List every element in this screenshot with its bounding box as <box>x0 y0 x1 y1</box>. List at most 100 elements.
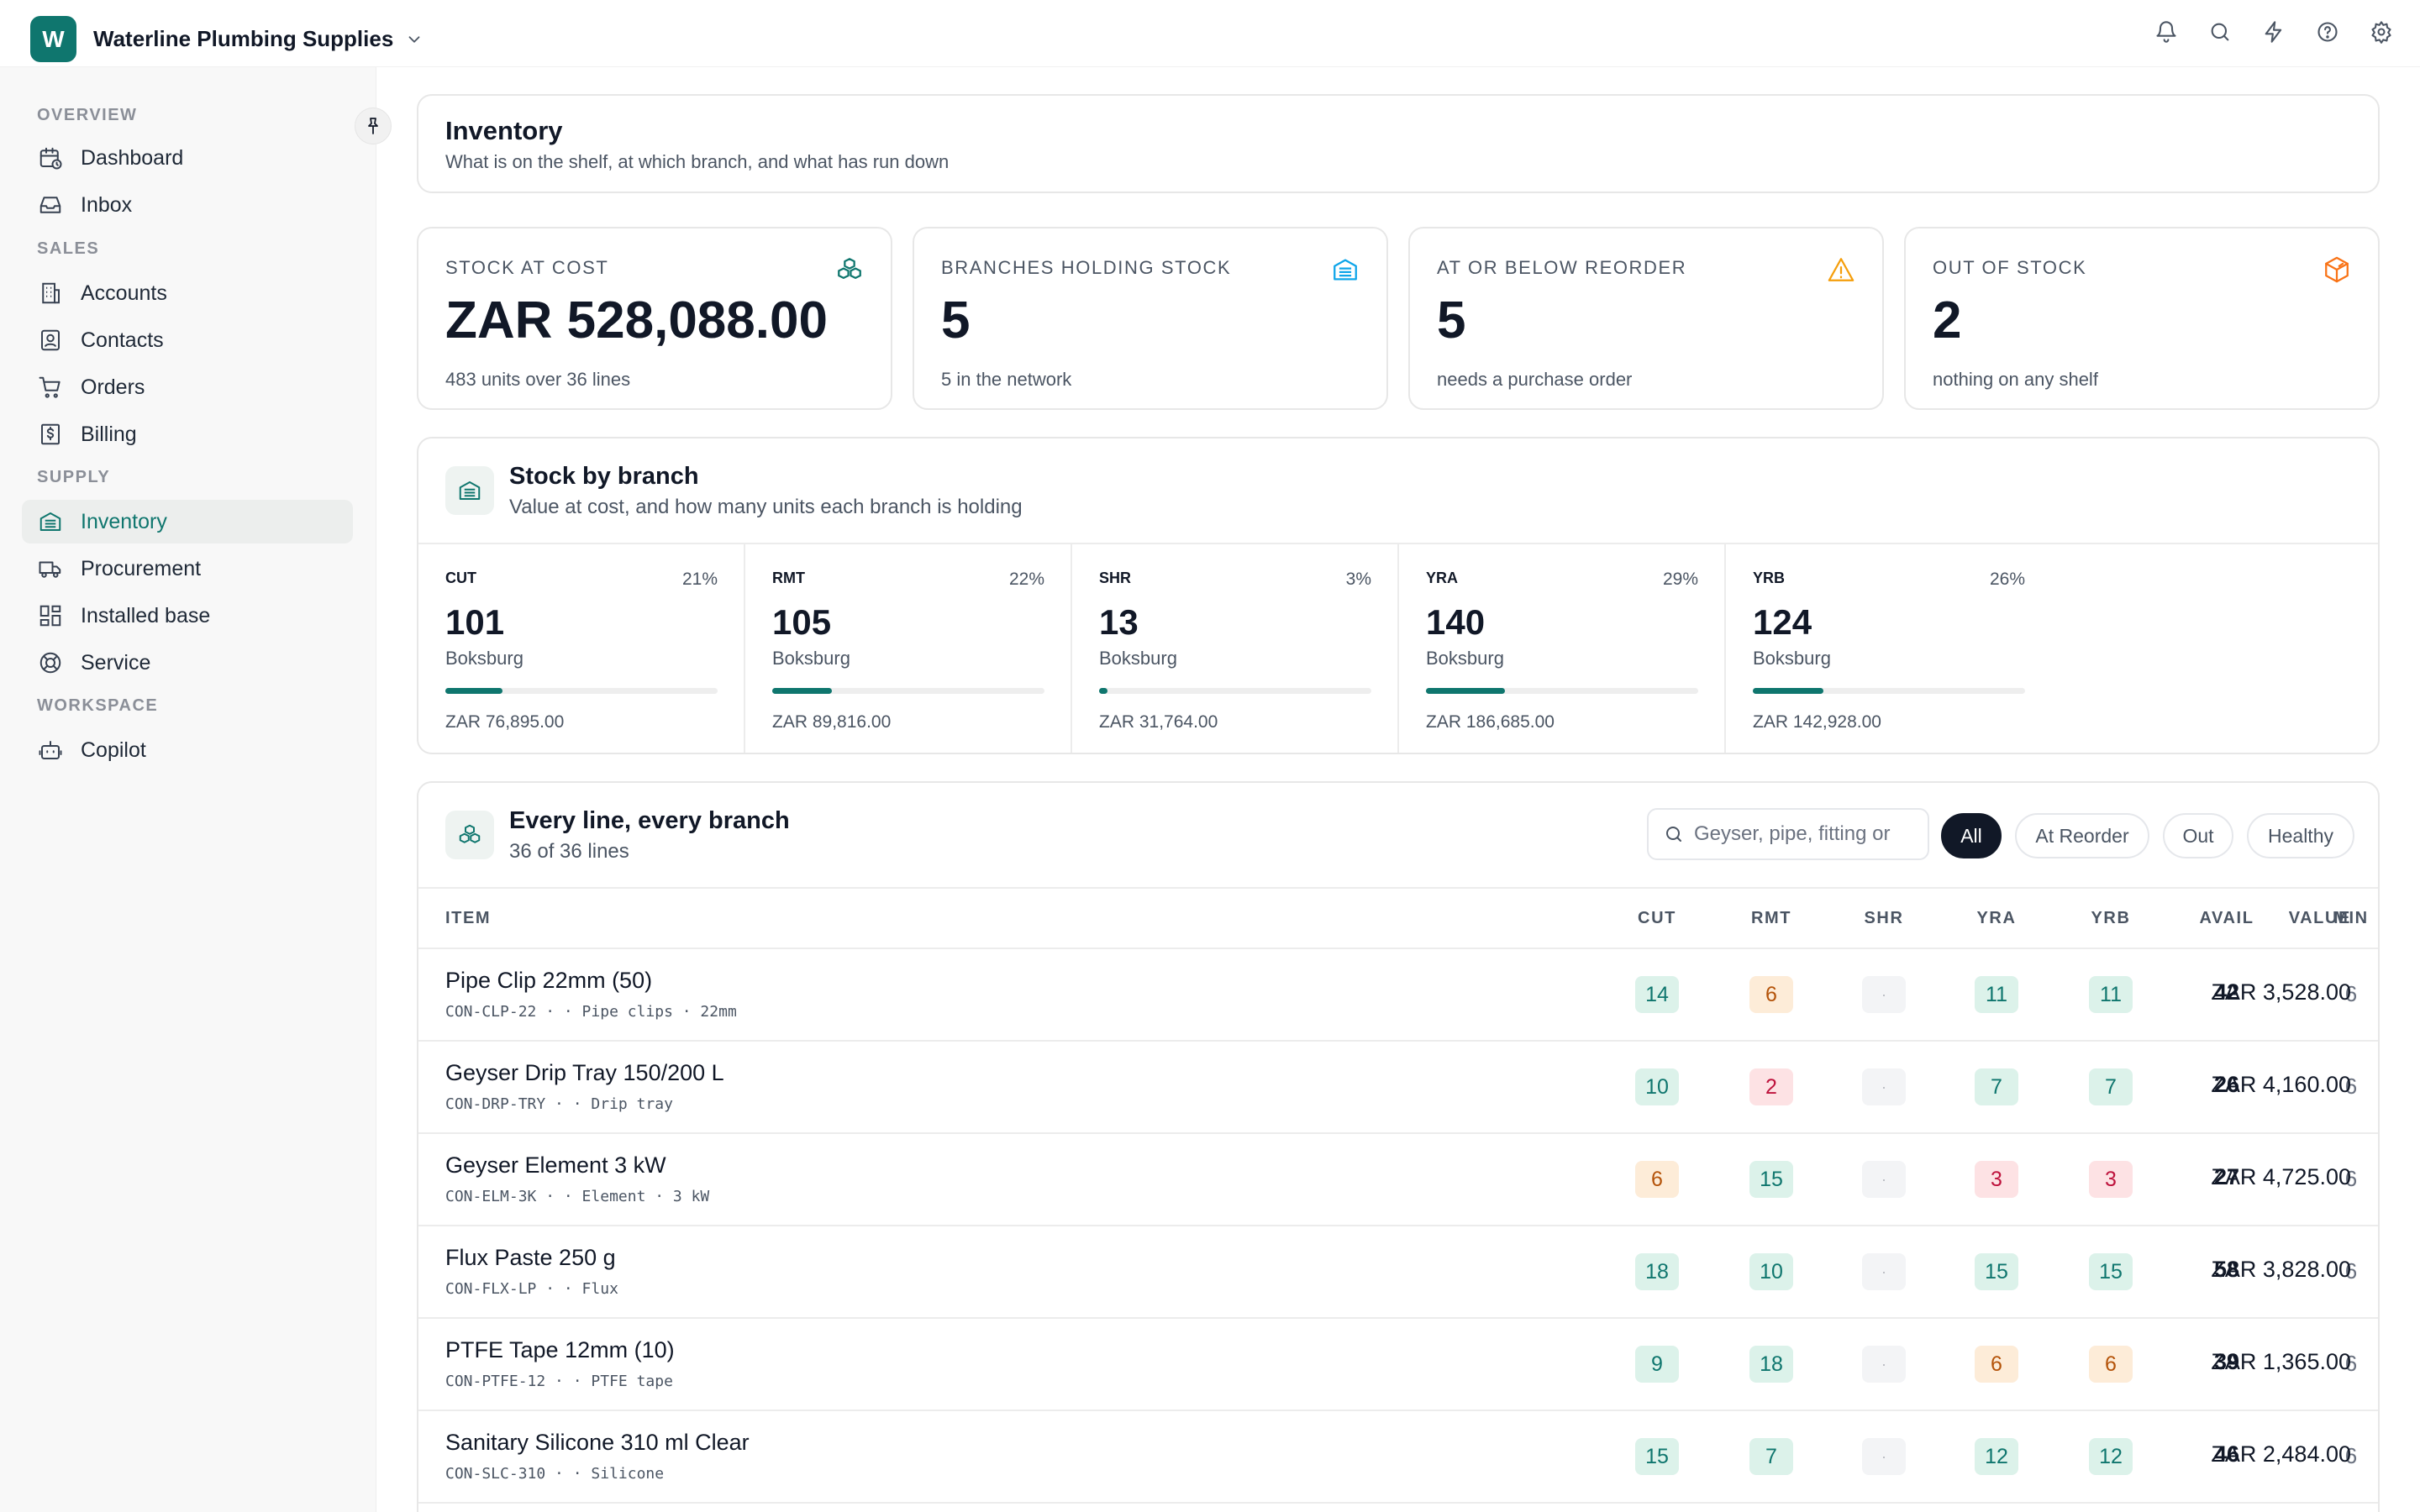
kpi-subtext: 5 in the network <box>941 369 1072 390</box>
branch-tile-yra[interactable]: YRA 29% 140 Boksburg ZAR 186,685.00 <box>1399 544 1726 753</box>
sidebar-item-procurement[interactable]: Procurement <box>22 547 353 591</box>
building-icon <box>37 280 64 307</box>
line-value: ZAR 2,484.00 <box>2211 1441 2351 1467</box>
table-row[interactable]: PTFE Tape 12mm (10) CON-PTFE-12 · · PTFE… <box>418 1319 2378 1411</box>
inventory-lines-card: Every line, every branch 36 of 36 lines … <box>417 781 2380 1512</box>
stock-cell-yra: 3 <box>1975 1161 2018 1198</box>
item-name: Geyser Drip Tray 150/200 L <box>445 1060 724 1085</box>
inventory-search[interactable] <box>1647 808 1929 860</box>
branch-code: YRB <box>1753 570 1786 586</box>
branch-tile-rmt[interactable]: RMT 22% 105 Boksburg ZAR 89,816.00 <box>745 544 1072 753</box>
cart-icon <box>37 374 64 401</box>
stock-cell-rmt: 15 <box>1749 1161 1793 1198</box>
item-name: Sanitary Silicone 310 ml Clear <box>445 1430 750 1455</box>
gear-icon[interactable] <box>2368 18 2395 45</box>
branch-tile-shr[interactable]: SHR 3% 13 Boksburg ZAR 31,764.00 <box>1072 544 1399 753</box>
stock-cell-yrb: 15 <box>2089 1253 2133 1290</box>
table-row[interactable]: Flux Paste 250 g CON-FLX-LP · · Flux 18 … <box>418 1226 2378 1319</box>
stock-cell-cut: 9 <box>1635 1346 1679 1383</box>
line-value: ZAR 3,828.00 <box>2211 1257 2351 1282</box>
column-header-rmt[interactable]: RMT <box>1750 909 1792 927</box>
sidebar-item-orders[interactable]: Orders <box>22 365 353 409</box>
column-header-item[interactable]: ITEM <box>445 909 492 927</box>
branch-share-bar-fill <box>1753 688 1823 694</box>
branch-location: Boksburg <box>1753 648 1831 669</box>
column-header-yrb[interactable]: YRB <box>2091 909 2131 927</box>
sidebar-item-label: Procurement <box>81 556 202 580</box>
page-header: Inventory What is on the shelf, at which… <box>417 94 2380 193</box>
org-switcher[interactable]: W Waterline Plumbing Supplies <box>30 16 424 62</box>
item-meta: CON-FLX-LP · · Flux <box>445 1280 618 1298</box>
item-meta: CON-SLC-310 · · Silicone <box>445 1465 665 1483</box>
truck-icon <box>37 555 64 582</box>
sidebar-item-installed-base[interactable]: Installed base <box>22 594 353 638</box>
stock-cell-cut: 18 <box>1635 1253 1679 1290</box>
filter-chip-all[interactable]: All <box>1941 813 2002 858</box>
line-value: ZAR 4,725.00 <box>2211 1164 2351 1189</box>
filter-chip-out[interactable]: Out <box>2163 813 2233 858</box>
branch-share-bar <box>1426 688 1698 694</box>
column-header-cut[interactable]: CUT <box>1638 909 1676 927</box>
stock-cell-shr: · <box>1862 1346 1906 1383</box>
branch-tile-cut[interactable]: CUT 21% 101 Boksburg ZAR 76,895.00 <box>418 544 745 753</box>
kpi-subtext: 483 units over 36 lines <box>445 369 631 390</box>
sidebar-item-copilot[interactable]: Copilot <box>22 728 353 772</box>
org-logo: W <box>30 16 76 62</box>
bell-icon[interactable] <box>2153 18 2180 45</box>
branch-units: 140 <box>1426 602 1486 642</box>
column-header-min[interactable]: MIN <box>2333 909 2369 927</box>
line-count: 36 of 36 lines <box>509 839 629 863</box>
stock-cell-rmt: 2 <box>1749 1068 1793 1105</box>
sidebar-item-label: Inventory <box>81 509 167 533</box>
pin-sidebar-button[interactable] <box>355 108 392 144</box>
item-name: Geyser Element 3 kW <box>445 1152 666 1178</box>
sidebar-item-label: Installed base <box>81 603 211 627</box>
search-input[interactable] <box>1694 822 1921 846</box>
branch-share: 22% <box>1008 570 1044 589</box>
branch-share-bar-fill <box>445 688 502 694</box>
sidebar-item-billing[interactable]: Billing <box>22 412 353 456</box>
branch-value: ZAR 89,816.00 <box>772 712 892 732</box>
search-icon[interactable] <box>2207 18 2233 45</box>
table-row[interactable]: Geyser Drip Tray 150/200 L CON-DRP-TRY ·… <box>418 1042 2378 1134</box>
kpi-out-of-stock: OUT OF STOCK 2 nothing on any shelf <box>1904 227 2380 410</box>
column-header-avail[interactable]: AVAIL <box>2199 909 2254 927</box>
table-row[interactable]: Pipe Clip 22mm (50) CON-CLP-22 · · Pipe … <box>418 949 2378 1042</box>
section-title: Every line, every branch <box>509 806 790 834</box>
sidebar-section-sales: SALES <box>37 239 100 258</box>
stock-by-branch-card: Stock by branch Value at cost, and how m… <box>417 437 2380 754</box>
filter-chip-healthy[interactable]: Healthy <box>2247 813 2354 858</box>
branch-tile-yrb[interactable]: YRB 26% 124 Boksburg ZAR 142,928.00 <box>1726 544 2053 753</box>
kpi-value: ZAR 528,088.00 <box>445 291 828 349</box>
sidebar-item-inventory[interactable]: Inventory <box>22 500 353 543</box>
sidebar-item-label: Billing <box>81 422 137 446</box>
bolt-icon[interactable] <box>2260 18 2287 45</box>
warehouse-icon <box>1334 259 1357 281</box>
stock-cell-yra: 6 <box>1975 1346 2018 1383</box>
column-header-value[interactable]: VALUE <box>2288 909 2351 927</box>
branch-value: ZAR 142,928.00 <box>1753 712 1881 732</box>
column-header-yra[interactable]: YRA <box>1976 909 2017 927</box>
stock-cell-yrb: 7 <box>2089 1068 2133 1105</box>
table-row[interactable]: Sanitary Silicone 310 ml Clear CON-SLC-3… <box>418 1411 2378 1504</box>
sidebar-item-label: Dashboard <box>81 145 184 170</box>
boxes-icon <box>445 811 494 859</box>
stock-cell-yra: 15 <box>1975 1253 2018 1290</box>
sidebar-item-inbox[interactable]: Inbox <box>22 183 353 227</box>
filter-chip-at-reorder[interactable]: At Reorder <box>2015 813 2149 858</box>
package-x-icon <box>2325 256 2349 283</box>
stock-cell-shr: · <box>1862 1438 1906 1475</box>
kpi-subtext: nothing on any shelf <box>1933 369 2098 390</box>
kpi-label: STOCK AT COST <box>445 257 609 278</box>
column-header-shr[interactable]: SHR <box>1864 909 1904 927</box>
sidebar-item-accounts[interactable]: Accounts <box>22 271 353 315</box>
inventory-table: ITEM CUT RMT SHR YRA YRB AVAIL MIN VALUE… <box>418 889 2378 1504</box>
sidebar-item-contacts[interactable]: Contacts <box>22 318 353 362</box>
stock-cell-cut: 10 <box>1635 1068 1679 1105</box>
sidebar-item-dashboard[interactable]: Dashboard <box>22 136 353 180</box>
help-icon[interactable] <box>2314 18 2341 45</box>
kpi-label: OUT OF STOCK <box>1933 257 2087 278</box>
table-row[interactable]: Geyser Element 3 kW CON-ELM-3K · · Eleme… <box>418 1134 2378 1226</box>
calendar-clock-icon <box>37 144 64 171</box>
sidebar-item-service[interactable]: Service <box>22 641 353 685</box>
